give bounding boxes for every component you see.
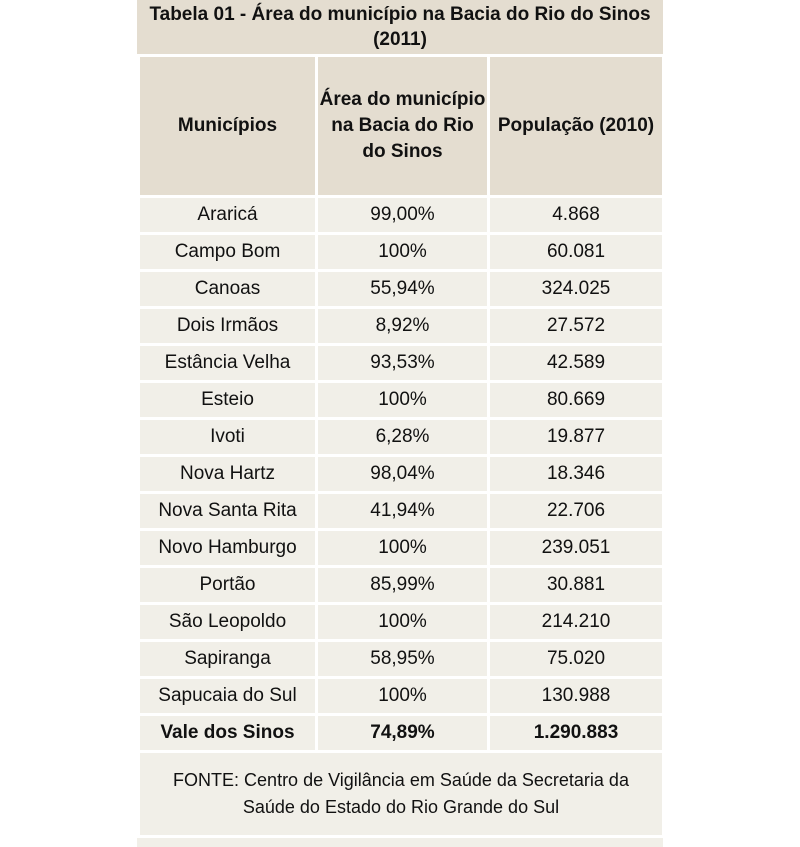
cell-populacao: 80.669 xyxy=(490,383,662,417)
cell-municipio: São Leopoldo xyxy=(140,605,315,639)
total-populacao: 1.290.883 xyxy=(490,716,662,750)
source-row: FONTE: Centro de Vigilância em Saúde da … xyxy=(140,753,662,835)
cell-municipio: Ivoti xyxy=(140,420,315,454)
data-table-container: Tabela 01 - Área do município na Bacia d… xyxy=(137,0,665,847)
table-row: Dois Irmãos 8,92% 27.572 xyxy=(140,309,662,343)
total-row: Vale dos Sinos 74,89% 1.290.883 xyxy=(140,716,662,750)
cell-municipio: Dois Irmãos xyxy=(140,309,315,343)
cell-populacao: 42.589 xyxy=(490,346,662,380)
table-caption: Tabela 01 - Área do município na Bacia d… xyxy=(137,0,663,54)
header-area: Área do município na Bacia do Rio do Sin… xyxy=(318,57,487,195)
cell-municipio: Estância Velha xyxy=(140,346,315,380)
cell-populacao: 75.020 xyxy=(490,642,662,676)
table-row: Nova Santa Rita 41,94% 22.706 xyxy=(140,494,662,528)
table-row: Campo Bom 100% 60.081 xyxy=(140,235,662,269)
cell-area: 93,53% xyxy=(318,346,487,380)
cell-area: 98,04% xyxy=(318,457,487,491)
cell-area: 100% xyxy=(318,235,487,269)
cell-area: 99,00% xyxy=(318,198,487,232)
table-row: Portão 85,99% 30.881 xyxy=(140,568,662,602)
cell-area: 58,95% xyxy=(318,642,487,676)
cell-area: 55,94% xyxy=(318,272,487,306)
cell-area: 6,28% xyxy=(318,420,487,454)
total-area: 74,89% xyxy=(318,716,487,750)
table-row: Ivoti 6,28% 19.877 xyxy=(140,420,662,454)
table-row: Sapucaia do Sul 100% 130.988 xyxy=(140,679,662,713)
cell-municipio: Canoas xyxy=(140,272,315,306)
municipality-table: Municípios Área do município na Bacia do… xyxy=(137,54,665,838)
cell-municipio: Sapucaia do Sul xyxy=(140,679,315,713)
cell-populacao: 19.877 xyxy=(490,420,662,454)
header-municipios: Municípios xyxy=(140,57,315,195)
total-label: Vale dos Sinos xyxy=(140,716,315,750)
table-row: Nova Hartz 98,04% 18.346 xyxy=(140,457,662,491)
cell-populacao: 18.346 xyxy=(490,457,662,491)
cell-municipio: Nova Santa Rita xyxy=(140,494,315,528)
table-row: Canoas 55,94% 324.025 xyxy=(140,272,662,306)
cell-populacao: 60.081 xyxy=(490,235,662,269)
header-row: Municípios Área do município na Bacia do… xyxy=(140,57,662,195)
cell-area: 8,92% xyxy=(318,309,487,343)
cell-area: 85,99% xyxy=(318,568,487,602)
cell-populacao: 324.025 xyxy=(490,272,662,306)
cell-municipio: Campo Bom xyxy=(140,235,315,269)
cell-municipio: Novo Hamburgo xyxy=(140,531,315,565)
cell-populacao: 4.868 xyxy=(490,198,662,232)
cell-populacao: 22.706 xyxy=(490,494,662,528)
cell-populacao: 214.210 xyxy=(490,605,662,639)
cell-municipio: Nova Hartz xyxy=(140,457,315,491)
table-row: Sapiranga 58,95% 75.020 xyxy=(140,642,662,676)
cell-populacao: 130.988 xyxy=(490,679,662,713)
cell-municipio: Sapiranga xyxy=(140,642,315,676)
header-populacao: População (2010) xyxy=(490,57,662,195)
cell-municipio: Esteio xyxy=(140,383,315,417)
cell-municipio: Portão xyxy=(140,568,315,602)
source-note: FONTE: Centro de Vigilância em Saúde da … xyxy=(140,753,662,835)
table-row: Esteio 100% 80.669 xyxy=(140,383,662,417)
table-row: Araricá 99,00% 4.868 xyxy=(140,198,662,232)
cell-area: 41,94% xyxy=(318,494,487,528)
cell-area: 100% xyxy=(318,679,487,713)
cell-populacao: 27.572 xyxy=(490,309,662,343)
cell-area: 100% xyxy=(318,605,487,639)
cell-populacao: 239.051 xyxy=(490,531,662,565)
cell-area: 100% xyxy=(318,531,487,565)
table-row: Estância Velha 93,53% 42.589 xyxy=(140,346,662,380)
cell-area: 100% xyxy=(318,383,487,417)
table-row: São Leopoldo 100% 214.210 xyxy=(140,605,662,639)
cell-municipio: Araricá xyxy=(140,198,315,232)
cell-populacao: 30.881 xyxy=(490,568,662,602)
table-row: Novo Hamburgo 100% 239.051 xyxy=(140,531,662,565)
